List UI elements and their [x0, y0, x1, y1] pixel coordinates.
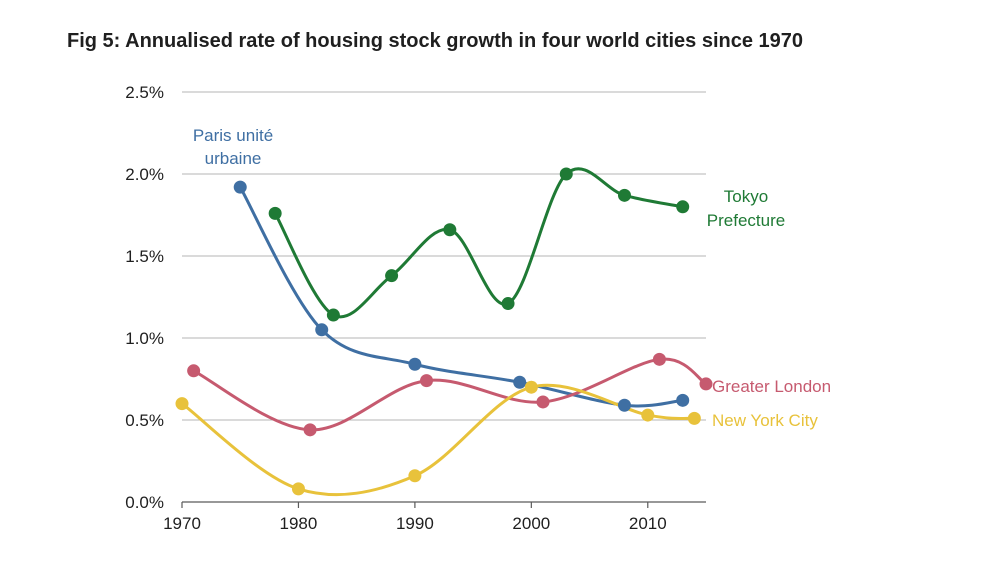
y-tick-label: 0.0% [125, 493, 164, 512]
new-york-city-line [180, 383, 696, 497]
x-tick-label: 2000 [512, 514, 550, 533]
greater-london-point [536, 395, 550, 409]
tokyo-prefecture-point [385, 269, 399, 283]
new-york-city-point [175, 397, 189, 411]
paris-unite-urbaine-line [238, 185, 685, 408]
paris-unite-urbaine-point [676, 393, 690, 407]
tokyo-prefecture-point [676, 200, 690, 214]
tokyo-prefecture-point [617, 188, 631, 202]
new-york-city-point [687, 411, 701, 425]
greater-london-point [187, 364, 201, 378]
paris-unite-urbaine-point [408, 357, 422, 371]
y-tick-label: 1.5% [125, 247, 164, 266]
paris-unite-urbaine-label-line: urbaine [205, 149, 262, 168]
tokyo-prefecture-label: Tokyo Prefecture [707, 187, 785, 230]
tokyo-prefecture-label-line: Prefecture [707, 211, 785, 230]
y-tick-label: 1.0% [125, 329, 164, 348]
greater-london-label-line: Greater London [712, 377, 831, 396]
x-tick-label: 1990 [396, 514, 434, 533]
x-tick-label: 1980 [280, 514, 318, 533]
new-york-city-point [291, 482, 305, 496]
gridlines [182, 91, 706, 421]
greater-london-point [699, 377, 713, 391]
data-points [175, 167, 713, 496]
tokyo-prefecture-point [559, 167, 573, 181]
new-york-city-point [524, 380, 538, 394]
greater-london-point [652, 352, 666, 366]
x-tick-label: 2010 [629, 514, 667, 533]
new-york-city-point [408, 469, 422, 483]
greater-london-point [420, 374, 434, 388]
x-tick-label: 1970 [163, 514, 201, 533]
greater-london-line [192, 357, 708, 432]
tokyo-prefecture-label-line: Tokyo [724, 187, 768, 206]
new-york-city-point [641, 408, 655, 422]
series-labels: Paris unité urbaine Tokyo Prefecture Greater… [193, 126, 831, 430]
tokyo-prefecture-point [268, 206, 282, 220]
y-tick-label: 0.5% [125, 411, 164, 430]
axes: 0.0% 0.5% 1.0% 1.5% 2.0% 2.5% 1970 1980 1990 2000… [125, 83, 706, 533]
paris-unite-urbaine-point [513, 375, 527, 389]
paris-unite-urbaine-label: Paris unité urbaine [193, 126, 273, 168]
y-tick-label: 2.0% [125, 165, 164, 184]
paris-unite-urbaine-label-line: Paris unité [193, 126, 273, 145]
chart-title: Fig 5: Annualised rate of housing stock … [67, 30, 804, 52]
greater-london-point [303, 423, 317, 437]
y-tick-label: 2.5% [125, 83, 164, 102]
tokyo-prefecture-point [501, 297, 515, 311]
series-lines [180, 167, 708, 497]
tokyo-prefecture-point [443, 223, 457, 237]
new-york-city-label-line: New York City [712, 411, 818, 430]
paris-unite-urbaine-point [617, 398, 631, 412]
paris-unite-urbaine-point [315, 323, 329, 337]
paris-unite-urbaine-point [233, 180, 247, 194]
greater-london-label: Greater London [712, 377, 831, 396]
new-york-city-label: New York City [712, 411, 818, 430]
tokyo-prefecture-point [326, 308, 340, 322]
